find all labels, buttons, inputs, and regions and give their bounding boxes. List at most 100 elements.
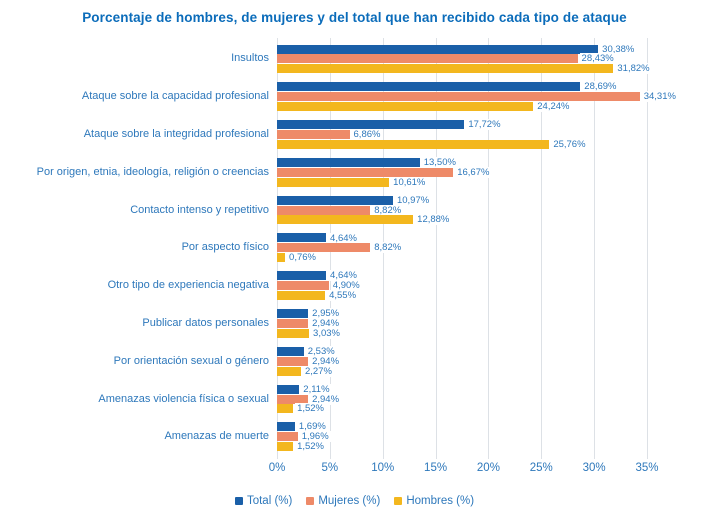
bar-line: 1,96% xyxy=(277,431,709,443)
bar-hombres[interactable] xyxy=(277,139,550,149)
value-label: 17,72% xyxy=(466,119,503,131)
bar-mujeres[interactable] xyxy=(277,318,309,328)
bar-total[interactable] xyxy=(277,384,300,394)
category-label: Otro tipo de experiencia negativa xyxy=(107,279,269,292)
category-label: Por origen, etnia, ideología, religión o… xyxy=(36,165,269,178)
bar-mujeres[interactable] xyxy=(277,243,371,253)
bar-mujeres[interactable] xyxy=(277,394,309,404)
category-row: Amenazas de muerte 1,69% 1,96% 1,52% xyxy=(0,418,709,456)
bar-hombres[interactable] xyxy=(277,291,326,301)
gridline xyxy=(594,38,596,459)
gridline xyxy=(647,38,648,459)
x-tick-label: 25% xyxy=(529,462,553,474)
value-label: 34,31% xyxy=(641,91,678,103)
value-label: 2,53% xyxy=(305,345,337,357)
legend-item-total[interactable]: Total (%) xyxy=(234,495,292,507)
bar-hombres[interactable] xyxy=(277,102,534,112)
bar-total[interactable] xyxy=(277,44,599,54)
value-label: 28,43% xyxy=(579,53,616,65)
bar-group: 10,97% 8,82% 12,88% xyxy=(277,194,709,226)
bar-line: 2,11% xyxy=(277,383,709,395)
bar-mujeres[interactable] xyxy=(277,205,371,215)
bar-mujeres[interactable] xyxy=(277,281,329,291)
bar-group: 30,38% 28,43% 31,82% xyxy=(277,43,709,75)
legend-swatch-icon xyxy=(394,497,403,505)
category-row: Por origen, etnia, ideología, religión o… xyxy=(0,153,709,191)
x-tick-label: 35% xyxy=(635,462,659,474)
bar-total[interactable] xyxy=(277,346,304,356)
bar-hombres[interactable] xyxy=(277,177,390,187)
bar-line: 8,82% xyxy=(277,242,709,254)
bar-line: 6,86% xyxy=(277,129,709,140)
value-label: 30,38% xyxy=(600,43,637,55)
bar-total[interactable] xyxy=(277,82,581,92)
bar-line: 25,76% xyxy=(277,138,709,150)
category-row: Publicar datos personales 2,95% 2,94% 3,03% xyxy=(0,305,709,343)
x-tick-label: 20% xyxy=(476,462,500,474)
bar-line: 4,90% xyxy=(277,280,709,292)
category-label: Amenazas violencia física o sexual xyxy=(98,392,269,405)
bar-mujeres[interactable] xyxy=(277,54,578,64)
bar-total[interactable] xyxy=(277,422,295,432)
bar-total[interactable] xyxy=(277,157,420,167)
value-label: 2,94% xyxy=(310,393,342,405)
bar-total[interactable] xyxy=(277,195,393,205)
bar-total[interactable] xyxy=(277,120,465,130)
category-label: Publicar datos personales xyxy=(142,316,269,329)
legend-item-hombres[interactable]: Hombres (%) xyxy=(394,495,474,507)
bar-line: 16,67% xyxy=(277,166,709,178)
category-row: Amenazas violencia física o sexual 2,11% 2… xyxy=(0,380,709,418)
legend-item-mujeres[interactable]: Mujeres (%) xyxy=(306,495,380,507)
bar-hombres[interactable] xyxy=(277,253,286,263)
bar-line: 8,82% xyxy=(277,204,709,216)
category-row: Ataque sobre la capacidad profesional 28,… xyxy=(0,78,709,116)
bar-total[interactable] xyxy=(277,309,309,319)
value-label: 2,11% xyxy=(301,383,332,395)
bar-mujeres[interactable] xyxy=(277,92,640,102)
value-label: 3,03% xyxy=(311,327,342,339)
bar-hombres[interactable] xyxy=(277,215,414,225)
bar-line: 4,64% xyxy=(277,270,709,282)
bar-line: 1,52% xyxy=(277,441,709,453)
x-axis: 0% 5% 10% 15% 20% 25% 30% 35% xyxy=(0,462,709,478)
bar-total[interactable] xyxy=(277,271,327,281)
bar-line: 2,94% xyxy=(277,317,709,329)
bar-group: 4,64% 8,82% 0,76% xyxy=(277,232,709,264)
category-label: Insultos xyxy=(231,52,269,65)
bar-mujeres[interactable] xyxy=(277,167,454,177)
bar-line: 24,24% xyxy=(277,101,709,113)
bar-group: 28,69% 34,31% 24,24% xyxy=(277,81,709,113)
bar-line: 30,38% xyxy=(277,43,709,55)
x-tick-label: 10% xyxy=(371,462,395,474)
bar-hombres[interactable] xyxy=(277,328,310,338)
bar-mujeres[interactable] xyxy=(277,129,350,139)
bar-rows: Insultos 30,38% 28,43% 31,82% Ataque sobre l… xyxy=(0,40,709,456)
value-label: 25,76% xyxy=(551,138,588,150)
bar-hombres[interactable] xyxy=(277,442,294,452)
category-row: Contacto intenso y repetitivo 10,97% 8,82%… xyxy=(0,191,709,229)
value-label: 12,88% xyxy=(415,214,452,226)
bar-mujeres[interactable] xyxy=(277,432,298,442)
bar-hombres[interactable] xyxy=(277,64,614,74)
bar-hombres[interactable] xyxy=(277,404,294,414)
bar-line: 34,31% xyxy=(277,91,709,103)
category-row: Otro tipo de experiencia negativa 4,64% 4,… xyxy=(0,267,709,305)
x-tick-label: 5% xyxy=(321,462,339,474)
bar-line: 2,94% xyxy=(277,355,709,367)
chart-title: Porcentaje de hombres, de mujeres y del … xyxy=(82,10,627,25)
category-label: Amenazas de muerte xyxy=(164,430,269,443)
category-label: Ataque sobre la capacidad profesional xyxy=(81,90,269,103)
bar-group: 2,11% 2,94% 1,52% xyxy=(277,383,709,415)
bar-mujeres[interactable] xyxy=(277,356,309,366)
bar-line: 3,03% xyxy=(277,327,709,339)
value-label: 2,94% xyxy=(310,317,342,329)
gridline xyxy=(435,38,437,459)
bar-group: 2,95% 2,94% 3,03% xyxy=(277,308,709,339)
category-row: Insultos 30,38% 28,43% 31,82% xyxy=(0,40,709,78)
bar-hombres[interactable] xyxy=(277,366,301,376)
value-label: 1,52% xyxy=(295,403,326,415)
bar-line: 12,88% xyxy=(277,214,709,226)
bar-total[interactable] xyxy=(277,233,327,243)
bar-group: 4,64% 4,90% 4,55% xyxy=(277,270,709,302)
